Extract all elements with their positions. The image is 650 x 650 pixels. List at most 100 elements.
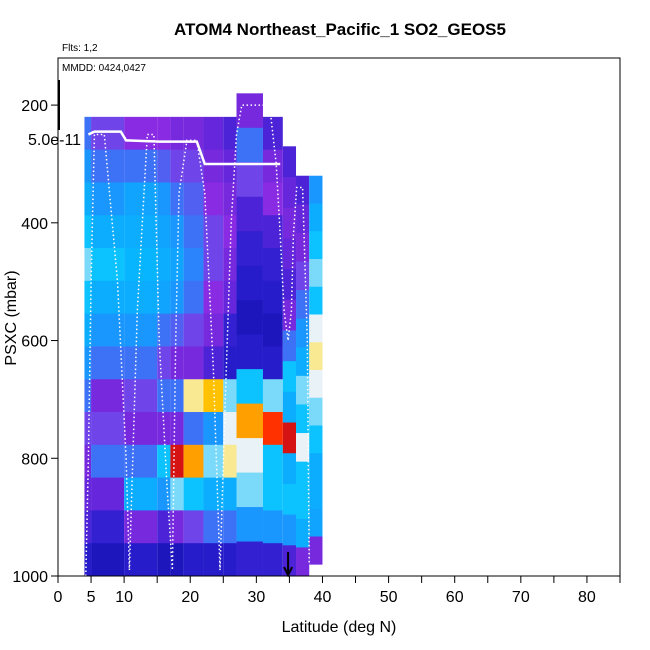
heatmap-cell-9-5: [262, 280, 283, 315]
heatmap-cell-11-2: [296, 232, 310, 262]
heatmap-cell-12-2: [309, 231, 323, 260]
heatmap-cell-11-11: [296, 490, 310, 520]
heatmap-cell-3-8: [157, 379, 171, 413]
heatmap-cell-8-7: [236, 334, 263, 370]
x-tick-label-20: 20: [181, 589, 199, 606]
heatmap-cell-8-5: [236, 265, 263, 301]
x-axis-label: Latitude (deg N): [282, 619, 397, 636]
heatmap-cell-4-5: [170, 280, 184, 315]
heatmap-cell-4-0: [170, 116, 184, 151]
heatmap-cell-11-7: [296, 375, 310, 405]
heatmap-cell-12-7: [309, 369, 323, 399]
x-tick-label-10: 10: [115, 589, 133, 606]
heatmap-cell-7-10: [223, 444, 237, 479]
median-line: [87, 130, 281, 166]
heatmap-cell-0-6: [84, 313, 92, 347]
heatmap-cell-5-9: [183, 412, 204, 446]
heatmap-cell-1-7: [91, 346, 125, 380]
heatmap-cell-6-10: [203, 444, 224, 479]
heatmap-cell-12-13: [309, 536, 323, 565]
heatmap-cell-0-10: [84, 444, 92, 479]
heatmap-cell-1-12: [91, 510, 125, 544]
heatmap-cell-9-1: [262, 149, 283, 183]
heatmap-cell-7-13: [223, 543, 237, 577]
heatmap-cell-6-2: [203, 182, 224, 216]
heatmap-cell-0-5: [84, 280, 92, 315]
heatmap-cell-1-5: [91, 280, 125, 315]
heatmap-cell-10-8: [282, 391, 297, 423]
heatmap-cell-7-8: [223, 379, 237, 413]
heatmap-cell-10-13: [282, 545, 297, 577]
heatmap-cell-12-6: [309, 342, 323, 371]
heatmap-cell-8-9: [236, 403, 263, 439]
heatmap-cell-12-3: [309, 258, 323, 288]
heatmap-cell-4-7: [170, 346, 184, 380]
heatmap-cell-2-3: [124, 215, 158, 249]
heatmap-cell-3-1: [157, 149, 171, 183]
heatmap-cell-5-8: [183, 379, 204, 413]
heatmap-cell-3-5: [157, 280, 171, 315]
heatmap-cell-5-4: [183, 248, 204, 282]
heatmap-cell-3-13: [157, 543, 171, 577]
heatmap-cell-9-10: [262, 444, 283, 479]
heatmap-cell-4-12: [170, 510, 184, 544]
heatmap-cell-2-5: [124, 280, 158, 315]
x-tick-label-70: 70: [512, 589, 530, 606]
y-tick-label-800: 800: [21, 451, 48, 468]
heatmap-cell-5-1: [183, 149, 204, 183]
heatmap-cell-0-13: [84, 543, 92, 577]
heatmap-cell-11-10: [296, 461, 310, 491]
heatmap-cell-6-3: [203, 215, 224, 249]
heatmap-cell-5-6: [183, 313, 204, 347]
heatmap-cell-4-13: [170, 543, 184, 577]
heatmap-cell-12-12: [309, 508, 323, 537]
heatmap-cell-11-8: [296, 404, 310, 434]
y-axis-label: PSXC (mbar): [3, 270, 20, 365]
heatmap-cell-3-10: [157, 444, 171, 479]
heatmap-cell-10-0: [282, 146, 297, 178]
heatmap-cell-2-13: [124, 543, 158, 577]
heatmap-cell-3-4: [157, 248, 171, 282]
heatmap-cell-5-5: [183, 280, 204, 315]
heatmap-cell-3-7: [157, 346, 171, 380]
heatmap-cell-7-11: [223, 477, 237, 511]
x-tick-label-40: 40: [314, 589, 332, 606]
x-tick-label-0: 0: [54, 589, 63, 606]
y-tick-label-600: 600: [21, 334, 48, 351]
chart-title: ATOM4 Northeast_Pacific_1 SO2_GEOS5: [174, 20, 506, 39]
heatmap-cell-4-11: [170, 477, 184, 511]
x-tick-label-5: 5: [87, 589, 96, 606]
heatmap-cell-6-9: [203, 412, 224, 446]
heatmap-cell-0-4: [84, 248, 92, 282]
heatmap-cell-6-5: [203, 280, 224, 315]
heatmap-cell-3-3: [157, 215, 171, 249]
heatmap-cell-9-2: [262, 182, 283, 216]
heatmap-cell-9-11: [262, 477, 283, 511]
heatmap-cell-7-0: [223, 116, 237, 151]
heatmap-cell-1-10: [91, 444, 125, 479]
heatmap-cell-1-4: [91, 248, 125, 282]
x-tick-label-30: 30: [247, 589, 265, 606]
plot-frame: [57, 57, 621, 577]
heatmap-cell-4-9: [170, 412, 184, 446]
heatmap-cell-5-7: [183, 346, 204, 380]
heatmap-cell-0-2: [84, 182, 92, 216]
heatmap-cell-5-12: [183, 510, 204, 544]
heatmap-cell-2-9: [124, 412, 158, 446]
colorbar-max-label: 5.0e-11: [28, 132, 81, 149]
heatmap-cell-11-1: [296, 204, 310, 234]
heatmap-cell-10-2: [282, 207, 297, 239]
heatmap-cell-8-2: [236, 162, 263, 198]
x-tick-label-50: 50: [380, 589, 398, 606]
heatmap-cell-10-3: [282, 238, 297, 270]
heatmap-cell-10-4: [282, 269, 297, 301]
heatmap-cell-4-1: [170, 149, 184, 183]
heatmap-cell-12-8: [309, 397, 323, 426]
heatmap-cell-8-12: [236, 507, 263, 542]
heatmap-cell-10-1: [282, 176, 297, 209]
heatmap-cell-6-4: [203, 248, 224, 282]
heatmap-cell-7-7: [223, 346, 237, 380]
heatmap-cell-12-5: [309, 314, 323, 343]
heatmap-cell-8-8: [236, 369, 263, 405]
